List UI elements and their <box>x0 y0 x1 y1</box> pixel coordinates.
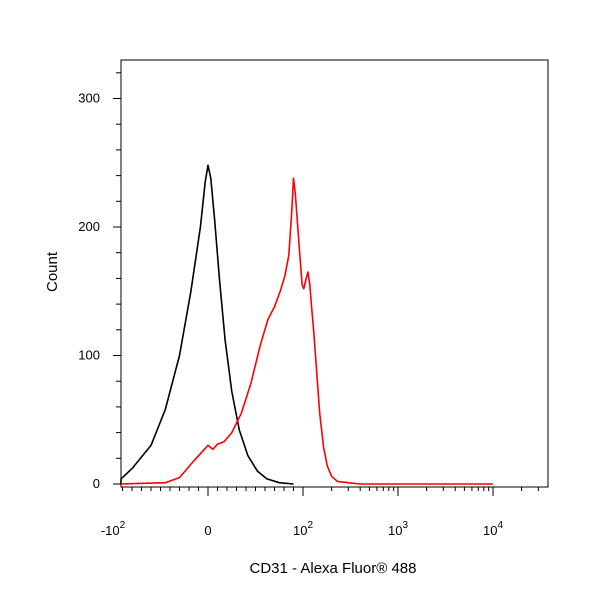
x-tick-label: 102 <box>293 520 313 538</box>
x-tick-label: 104 <box>483 520 503 538</box>
plot-frame <box>120 59 549 488</box>
y-axis-title: Count <box>44 251 61 292</box>
y-tick-label: 300 <box>78 91 100 106</box>
x-tick-label: -102 <box>101 520 126 538</box>
x-axis-title: CD31 - Alexa Fluor® 488 <box>250 560 417 577</box>
y-tick-label: 200 <box>78 219 100 234</box>
y-tick-label: 0 <box>93 476 100 491</box>
y-axis: 0 100 200 300 <box>78 72 121 491</box>
series-layer <box>120 164 493 485</box>
series-line-0 <box>120 164 294 485</box>
x-tick-label: 103 <box>388 520 408 538</box>
series-line-1 <box>120 177 493 485</box>
x-axis: -102 0 102 103 104 <box>101 487 539 538</box>
x-tick-label: 0 <box>204 523 211 538</box>
y-tick-label: 100 <box>78 348 100 363</box>
